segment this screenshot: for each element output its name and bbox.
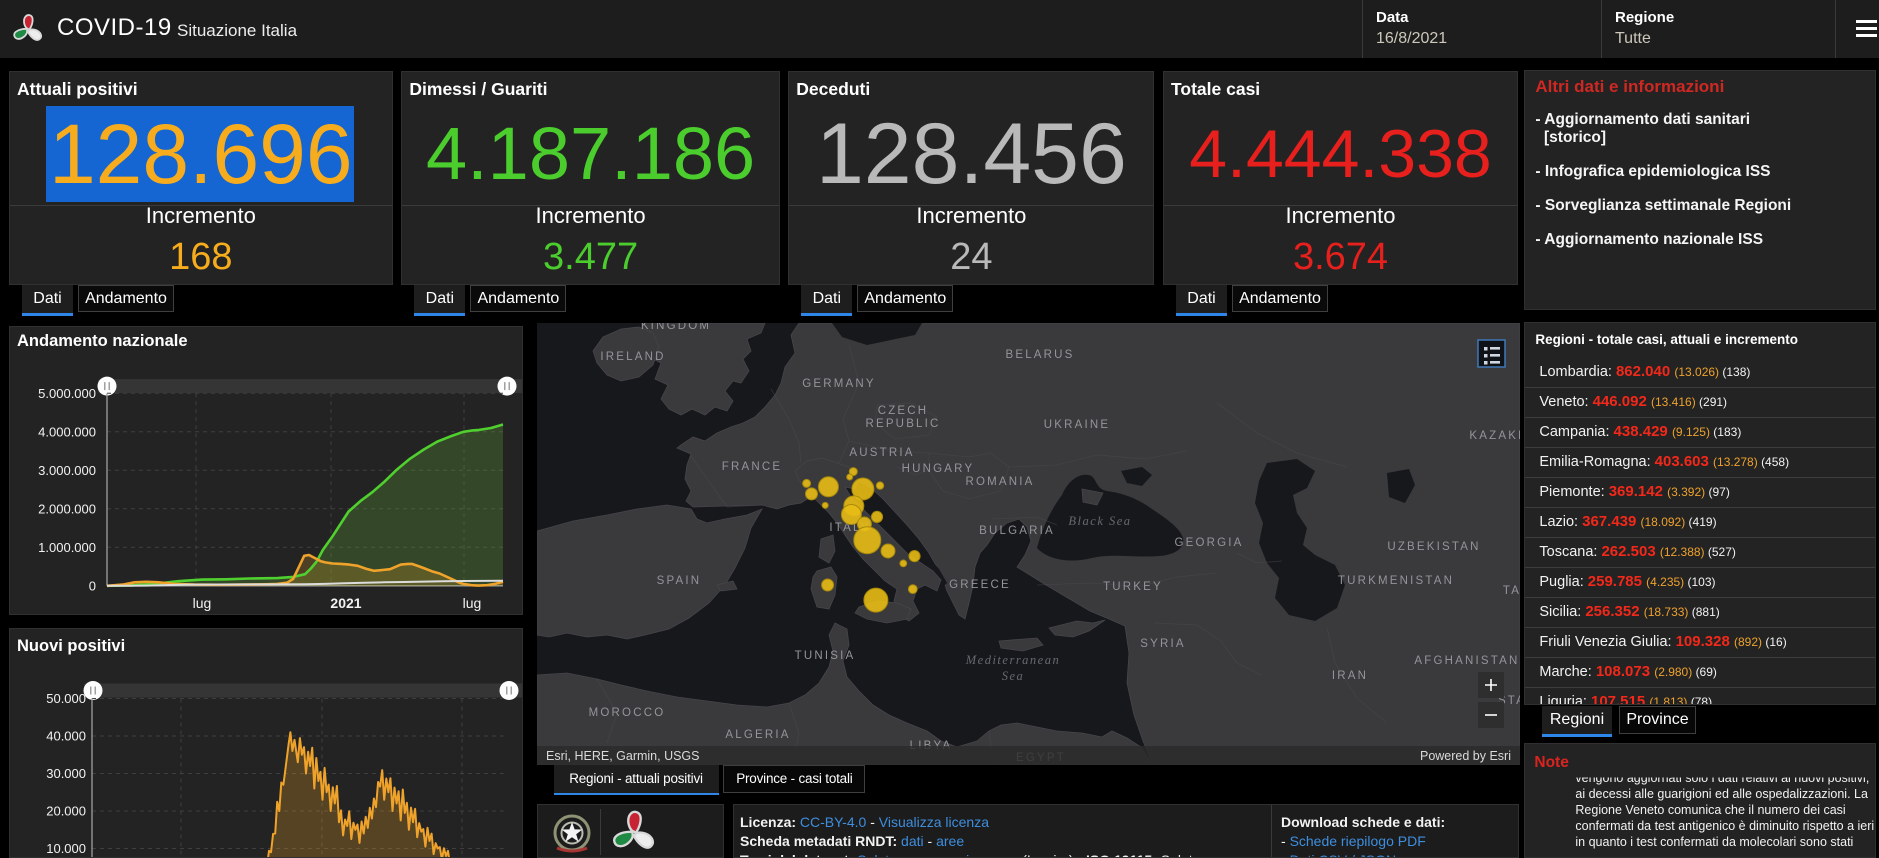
svg-text:UKRAINE: UKRAINE xyxy=(1043,419,1110,431)
svg-text:AUSTRIA: AUSTRIA xyxy=(849,447,914,459)
svg-text:1.000.000: 1.000.000 xyxy=(38,539,96,554)
svg-text:Black Sea: Black Sea xyxy=(1068,514,1131,528)
svg-text:TUNISIA: TUNISIA xyxy=(794,650,855,662)
svg-text:KINGDOM: KINGDOM xyxy=(640,323,710,332)
svg-text:IRELAND: IRELAND xyxy=(600,351,665,363)
svg-text:TURKMENISTAN: TURKMENISTAN xyxy=(1337,575,1453,587)
svg-text:REPUBLIC: REPUBLIC xyxy=(865,418,940,430)
svg-text:30.000: 30.000 xyxy=(46,766,86,781)
svg-text:Esri, HERE, Garmin, USGS: Esri, HERE, Garmin, USGS xyxy=(546,749,700,763)
svg-text:lug: lug xyxy=(463,595,482,611)
svg-text:lug: lug xyxy=(193,595,212,611)
svg-text:10.000: 10.000 xyxy=(46,841,86,856)
svg-text:20.000: 20.000 xyxy=(46,804,86,819)
svg-text:ROMANIA: ROMANIA xyxy=(965,476,1034,488)
svg-text:2021: 2021 xyxy=(330,595,361,611)
svg-text:FRANCE: FRANCE xyxy=(721,461,781,473)
svg-text:5.000.000: 5.000.000 xyxy=(38,385,96,400)
svg-text:0: 0 xyxy=(89,578,96,593)
svg-text:50.000: 50.000 xyxy=(46,691,86,706)
svg-text:Powered by Esri: Powered by Esri xyxy=(1420,749,1511,763)
svg-text:KAZAKH: KAZAKH xyxy=(1469,430,1520,442)
svg-text:Mediterranean: Mediterranean xyxy=(964,653,1059,667)
svg-text:BULGARIA: BULGARIA xyxy=(979,525,1055,537)
svg-text:40.000: 40.000 xyxy=(46,729,86,744)
svg-text:MOROCCO: MOROCCO xyxy=(588,707,665,719)
svg-text:SPAIN: SPAIN xyxy=(656,575,701,587)
svg-text:TURKEY: TURKEY xyxy=(1103,581,1163,593)
svg-text:GEORGIA: GEORGIA xyxy=(1174,537,1243,549)
svg-text:TA: TA xyxy=(1502,585,1519,597)
svg-text:ALGERIA: ALGERIA xyxy=(725,729,790,741)
svg-text:IRAN: IRAN xyxy=(1331,670,1367,682)
svg-text:AFGHANISTAN: AFGHANISTAN xyxy=(1414,655,1519,667)
svg-text:4.000.000: 4.000.000 xyxy=(38,424,96,439)
svg-text:UZBEKISTAN: UZBEKISTAN xyxy=(1387,541,1480,553)
svg-text:2.000.000: 2.000.000 xyxy=(38,501,96,516)
svg-text:BELARUS: BELARUS xyxy=(1005,349,1074,361)
svg-text:GERMANY: GERMANY xyxy=(802,378,876,390)
svg-text:GREECE: GREECE xyxy=(949,579,1011,591)
svg-text:CZECH: CZECH xyxy=(877,405,928,417)
svg-text:SYRIA: SYRIA xyxy=(1140,638,1186,650)
svg-text:HUNGARY: HUNGARY xyxy=(901,463,974,475)
svg-text:3.000.000: 3.000.000 xyxy=(38,462,96,477)
svg-text:Sea: Sea xyxy=(1001,669,1024,683)
